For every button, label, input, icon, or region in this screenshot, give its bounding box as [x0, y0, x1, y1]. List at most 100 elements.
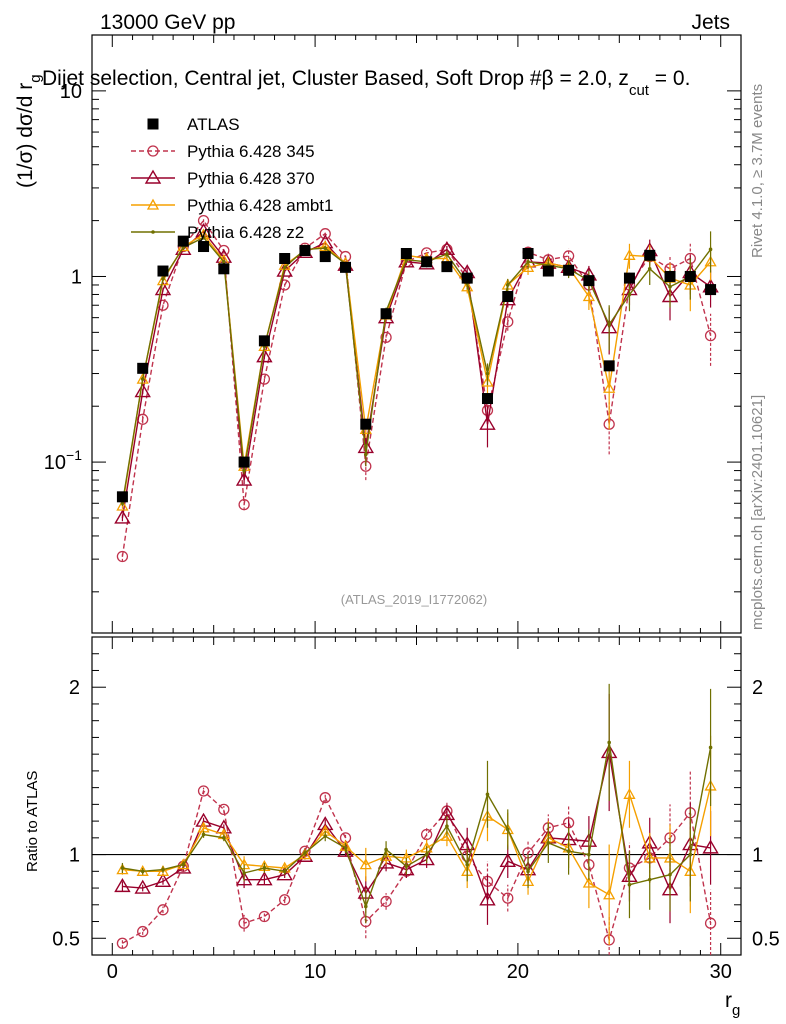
data-point: [319, 251, 331, 263]
z2-point: [201, 235, 206, 240]
z2-ratio-point: [303, 851, 307, 855]
p370-ratio-point: [256, 871, 273, 886]
ambt1-ratio-point: [623, 787, 636, 799]
p345-ratio-point: [704, 917, 717, 929]
ambt1-ratio-point: [359, 858, 372, 870]
legend-z2-marker: [151, 230, 155, 234]
z2-point: [647, 266, 652, 271]
legend-z2-label: Pythia 6.428 z2: [187, 223, 304, 242]
ambt1-ratio-point: [116, 863, 129, 875]
series-ambt1: [116, 228, 717, 511]
p370-point: [276, 262, 293, 277]
data-point: [705, 284, 717, 296]
ratio-ytick-label: 2: [69, 677, 80, 699]
legend-p370-marker: [144, 169, 162, 184]
ratio-ylabel: Ratio to ATLAS: [24, 771, 41, 872]
p370-ratio-point: [499, 852, 516, 867]
z2-point: [222, 259, 226, 264]
ambt1-ratio-point: [298, 848, 312, 860]
data-point: [198, 241, 210, 253]
ratio-ytick-label-right: 2: [752, 677, 763, 699]
z2-ratio-point: [445, 824, 449, 828]
data-point: [441, 261, 453, 273]
ambt1-ratio-point: [440, 829, 454, 841]
z2-point: [485, 371, 490, 376]
p345-ratio-point: [197, 785, 210, 797]
selection-title: Dijet selection, Central jet, Cluster Ba…: [42, 67, 690, 99]
data-point: [116, 491, 128, 503]
ratio-plot-panel: 0.5 0.51 12 20 10 20 30: [52, 636, 780, 983]
p345-point: [380, 331, 392, 343]
xtick-label: 20: [507, 961, 529, 983]
p370-point: [154, 281, 172, 296]
p370-point: [114, 509, 131, 524]
p345-point: [502, 316, 514, 328]
data-point: [400, 247, 412, 259]
z2-point: [627, 292, 632, 297]
p345-point: [116, 550, 129, 563]
data-point: [279, 252, 291, 264]
z2-point: [120, 501, 125, 506]
z2-ratio-line: [122, 742, 712, 909]
selection-title-sub: cut: [629, 82, 650, 99]
z2-ratio-point: [485, 792, 490, 797]
ratio-frame: [91, 636, 742, 956]
z2-ratio-point: [282, 869, 287, 874]
data-point: [177, 235, 189, 247]
selection-title-tail: = 0.: [649, 67, 690, 90]
z2-ratio-point: [363, 904, 368, 909]
data-point: [157, 265, 169, 277]
z2-ratio-point: [404, 864, 409, 869]
ratio-ytick-label-right: 0.5: [752, 928, 780, 950]
z2-point: [668, 284, 672, 289]
p345-ratio-point: [218, 803, 230, 816]
data-point: [583, 275, 595, 287]
p345-ratio-point: [279, 894, 291, 906]
ratio-ytick-label-right: 1: [752, 845, 763, 867]
p370-ratio-point: [377, 854, 395, 869]
p370-ratio-point: [276, 866, 293, 881]
mcplots-label: mcplots.cern.ch [arXiv:2401.10621]: [749, 395, 766, 630]
main-ytick-label: 1: [71, 266, 82, 288]
ambt1-point: [603, 381, 616, 393]
data-point: [623, 272, 635, 284]
p345-ratio-point: [157, 904, 169, 916]
ambt1-point: [481, 375, 494, 387]
z2-line: [121, 236, 712, 504]
ratio-series-ambt1: [116, 735, 717, 945]
z2-ratio-point: [222, 836, 226, 840]
ambt1-point: [623, 248, 636, 260]
z2-ratio-point: [181, 862, 186, 867]
p345-line: [121, 219, 712, 557]
legend-ambt1-marker: [146, 198, 160, 210]
p345-ratio-point: [380, 895, 392, 908]
p370-ratio-point: [418, 851, 435, 866]
z2-ratio-point: [546, 841, 551, 845]
data-point: [340, 261, 352, 273]
z2-ratio-point: [384, 847, 388, 852]
p370-ratio-point: [235, 871, 253, 886]
z2-point: [363, 452, 368, 457]
z2-point: [526, 259, 530, 264]
ambt1-ratio-point: [582, 876, 595, 888]
main-ylabel: (1/σ) dσ/d rg: [14, 74, 44, 188]
z2-point: [445, 252, 449, 256]
ambt1-ratio-point: [156, 864, 170, 876]
p370-ratio-point: [114, 877, 131, 893]
z2-ratio-point: [343, 846, 348, 850]
p345-ratio-point: [116, 937, 129, 949]
series-p345: [116, 214, 717, 563]
main-ytick-label: 10−1: [44, 447, 82, 474]
main-ytick-label-exp: −1: [66, 447, 82, 463]
rivet-version-label: Rivet 4.1.0, ≥ 3.7M events: [749, 84, 766, 258]
data-point: [299, 245, 311, 257]
ratio-series-p370: [114, 693, 719, 925]
z2-point: [282, 265, 287, 270]
data-point: [603, 360, 615, 372]
xlabel-sub: g: [732, 1002, 740, 1019]
ambt1-ratio-point: [177, 858, 190, 870]
z2-ratio-point: [424, 852, 429, 857]
data-point: [258, 335, 270, 347]
xtick-label: 30: [710, 961, 732, 983]
data-point: [218, 263, 230, 275]
